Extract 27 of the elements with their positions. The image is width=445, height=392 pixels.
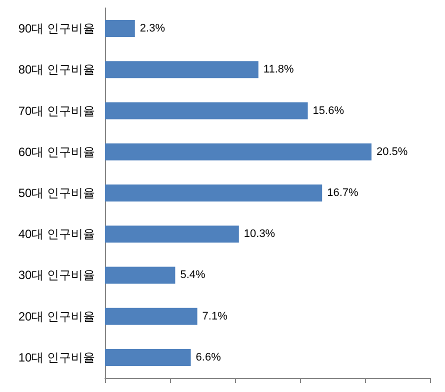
bar bbox=[105, 20, 135, 38]
data-label: 2.3% bbox=[140, 22, 166, 35]
y-tick-label: 30대 인구비율 bbox=[18, 268, 95, 282]
bar bbox=[105, 184, 322, 202]
bar bbox=[105, 266, 176, 284]
data-label: 5.4% bbox=[180, 269, 206, 282]
y-tick-label: 70대 인구비율 bbox=[18, 104, 95, 118]
bar bbox=[105, 348, 191, 366]
y-tick-label: 10대 인구비율 bbox=[18, 350, 95, 364]
data-label: 16.7% bbox=[327, 187, 359, 199]
data-label: 10.3% bbox=[244, 228, 276, 240]
y-tick-label: 40대 인구비율 bbox=[18, 227, 95, 242]
y-tick-label: 80대 인구비율 bbox=[18, 62, 95, 77]
data-label: 6.6% bbox=[196, 351, 222, 364]
bar bbox=[105, 102, 308, 120]
data-label: 11.8% bbox=[263, 64, 294, 76]
data-label: 15.6% bbox=[312, 104, 344, 117]
bar bbox=[105, 143, 372, 160]
bar bbox=[105, 61, 258, 78]
y-tick-label: 20대 인구비율 bbox=[18, 309, 95, 324]
bar bbox=[105, 226, 239, 243]
data-label: 20.5% bbox=[376, 146, 408, 158]
y-tick-label: 60대 인구비율 bbox=[18, 144, 95, 159]
y-tick-label: 90대 인구비율 bbox=[18, 22, 95, 36]
bar bbox=[105, 308, 198, 325]
y-tick-label: 50대 인구비율 bbox=[18, 186, 95, 200]
data-label: 7.1% bbox=[202, 310, 228, 322]
